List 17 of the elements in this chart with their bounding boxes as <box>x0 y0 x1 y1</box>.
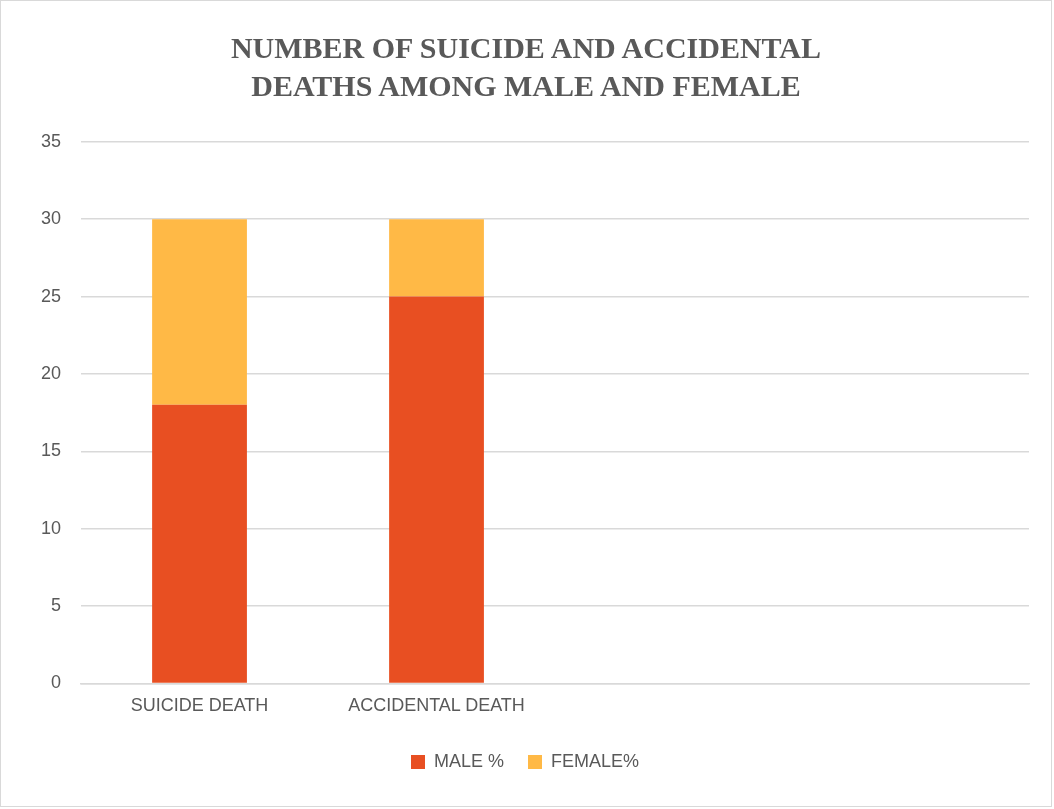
x-tick-label: SUICIDE DEATH <box>130 695 269 716</box>
legend-label: FEMALE% <box>551 750 640 771</box>
y-tick-label: 5 <box>51 595 62 615</box>
y-tick-label: 35 <box>40 130 62 151</box>
chart-title: NUMBER OF SUICIDE AND ACCIDENTAL DEATHS AMONG MALE AND FEMALE <box>229 30 823 104</box>
y-tick-label: 25 <box>40 285 62 306</box>
y-tick-label: 15 <box>40 440 62 461</box>
y-tick-label: 30 <box>40 208 62 229</box>
bar <box>152 404 247 683</box>
x-tick-label: ACCIDENTAL DEATH <box>348 695 525 716</box>
bar <box>389 296 484 683</box>
y-tick-label: 0 <box>51 672 62 693</box>
bar <box>389 219 484 297</box>
y-tick-label: 20 <box>40 362 62 383</box>
legend-label: MALE % <box>433 750 505 771</box>
bar <box>152 219 247 405</box>
y-tick-label: 10 <box>40 517 62 538</box>
